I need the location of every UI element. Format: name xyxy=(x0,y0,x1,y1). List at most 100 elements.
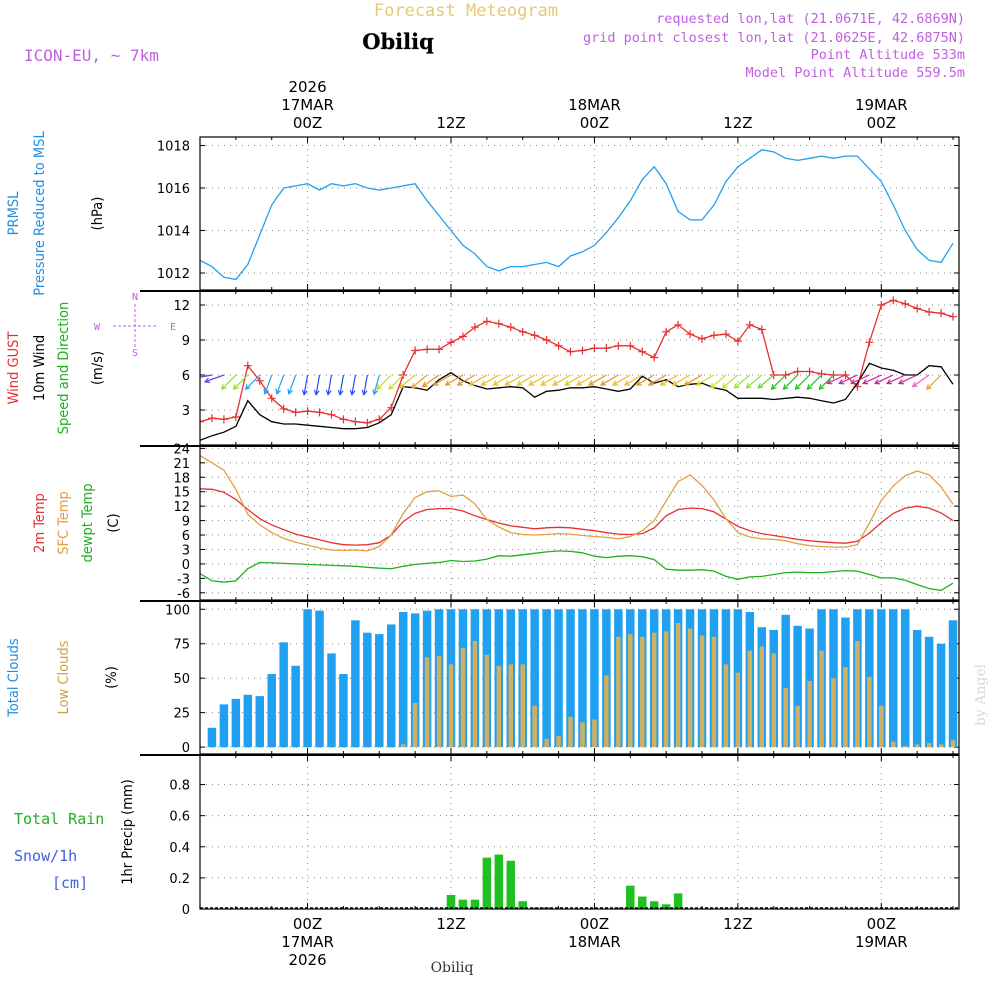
requested-coords: requested lon,lat (21.0671E, 42.6869N) xyxy=(656,11,965,27)
low-cloud-bar xyxy=(843,667,848,748)
wind-arrow-head xyxy=(794,384,801,391)
gust-marker xyxy=(375,415,384,424)
wind-direction-arrow xyxy=(684,374,703,386)
wind-arrow-head xyxy=(444,380,451,386)
gust-marker xyxy=(566,347,575,356)
total-cloud-bar xyxy=(207,727,217,748)
y-tick-label: 18 xyxy=(173,471,190,486)
gust-marker xyxy=(447,338,456,347)
rain-bar xyxy=(661,904,671,909)
wind-yticks: 3 6 9 12 xyxy=(173,291,959,445)
axis-title: 2m Temp xyxy=(32,493,48,553)
temperature-grid xyxy=(200,446,959,600)
wind-arrow-head xyxy=(721,382,728,389)
gust-marker xyxy=(949,312,958,321)
wind-direction-arrow xyxy=(600,374,619,386)
y-tick-label: 75 xyxy=(173,638,190,653)
total-cloud-bar xyxy=(363,632,372,748)
low-cloud-bar xyxy=(508,664,514,748)
gust-marker xyxy=(913,304,922,313)
total-cloud-bar xyxy=(231,698,241,748)
low-cloud-bar xyxy=(388,747,394,748)
gust-marker xyxy=(721,330,730,339)
wind-direction-arrow xyxy=(722,374,739,389)
rain-bar xyxy=(470,899,480,909)
low-cloud-bar xyxy=(532,705,537,748)
wind-arrow-head xyxy=(516,380,523,386)
wind-direction-arrow xyxy=(505,374,524,386)
wind-direction-arrow xyxy=(264,374,273,394)
wind-direction-arrow xyxy=(636,374,655,386)
low-cloud-bar xyxy=(400,744,406,748)
clouds-yticks: 0 25 50 75 100 xyxy=(165,601,959,756)
y-tick-label: 15 xyxy=(173,486,190,501)
prmsl-line xyxy=(200,149,954,281)
low-cloud-bar xyxy=(496,665,502,748)
top-time-axis: 202617MAR00Z12Z18MAR00Z12Z19MAR00Z12Z xyxy=(281,78,907,132)
bottom-time-label: 19MAR xyxy=(855,933,908,951)
wind-arrow-head xyxy=(576,380,583,386)
clouds-panel: 0 25 50 75 100 Total Clouds Low Clouds (%) xyxy=(6,600,960,756)
bottom-location-label: Obiliq xyxy=(431,960,474,976)
gust-marker xyxy=(315,408,324,417)
wind-direction-arrow xyxy=(303,374,309,395)
gust-marker xyxy=(458,332,467,341)
y-tick-label: 0 xyxy=(182,558,190,573)
wind-arrow-head xyxy=(372,389,379,396)
wind-direction-arrow xyxy=(388,374,404,390)
total-cloud-bar xyxy=(793,625,802,748)
total-cloud-bar xyxy=(578,609,587,748)
gust-marker xyxy=(482,317,491,326)
low-cloud-bar xyxy=(317,747,322,748)
wind-direction-arrow xyxy=(827,374,846,384)
wind-direction-arrow xyxy=(221,374,237,390)
10m-wind-line xyxy=(200,362,954,441)
wind-direction-arrow xyxy=(734,374,751,389)
low-cloud-bar xyxy=(305,747,310,748)
wind-direction-arrow xyxy=(411,374,428,389)
gust-marker xyxy=(686,330,695,339)
wind-arrow-head xyxy=(826,379,833,385)
axis-title: Pressure Reduced to MSL xyxy=(32,131,48,296)
y-tick-label: 6 xyxy=(182,369,190,384)
wind-arrow-head xyxy=(733,382,740,389)
rain-bar xyxy=(482,857,492,909)
gust-marker xyxy=(793,367,802,376)
low-cloud-bar xyxy=(293,747,298,748)
wind-arrow-head xyxy=(926,384,932,391)
total-cloud-bar xyxy=(912,629,922,748)
compass-letter: W xyxy=(94,322,101,333)
low-cloud-bar xyxy=(568,716,573,748)
bottom-time-label: 18MAR xyxy=(568,933,621,951)
location-title: Obiliq xyxy=(362,29,434,54)
rain-bar xyxy=(518,901,527,909)
top-time-label: 00Z xyxy=(293,114,322,132)
wind-direction-arrow xyxy=(672,374,691,386)
wind-arrow-head xyxy=(192,375,197,380)
y-tick-label: 24 xyxy=(173,442,190,457)
clouds-side-labels: Total Clouds Low Clouds (%) xyxy=(6,638,120,718)
y-tick-label: 12 xyxy=(173,500,190,515)
wind-arrow-head xyxy=(398,382,405,389)
gust-marker xyxy=(745,320,754,329)
wind-direction-arrow xyxy=(351,374,356,395)
total-cloud-bar xyxy=(924,636,934,748)
rain-bar xyxy=(494,854,504,909)
wind-arrow-head xyxy=(564,380,571,386)
wind-direction-arrow xyxy=(529,374,547,386)
wind-direction-arrow xyxy=(624,374,643,386)
low-cloud-bar xyxy=(556,736,561,748)
wind-arrow-head xyxy=(745,382,752,389)
low-cloud-bar xyxy=(592,719,597,748)
gust-marker xyxy=(339,415,348,424)
low-cloud-bar xyxy=(747,650,753,748)
wind-arrow-head xyxy=(349,389,356,396)
total-cloud-bar xyxy=(243,694,253,748)
total-cloud-bar xyxy=(267,674,276,748)
wind-direction-arrow xyxy=(850,374,870,384)
wind-direction-arrow xyxy=(926,374,942,390)
dewpt-temp-line xyxy=(200,550,954,592)
total-cloud-bar xyxy=(255,696,265,748)
grid-point-coords: grid point closest lon,lat (21.0625E, 42… xyxy=(583,30,965,46)
wind-arrow-head xyxy=(528,380,535,386)
